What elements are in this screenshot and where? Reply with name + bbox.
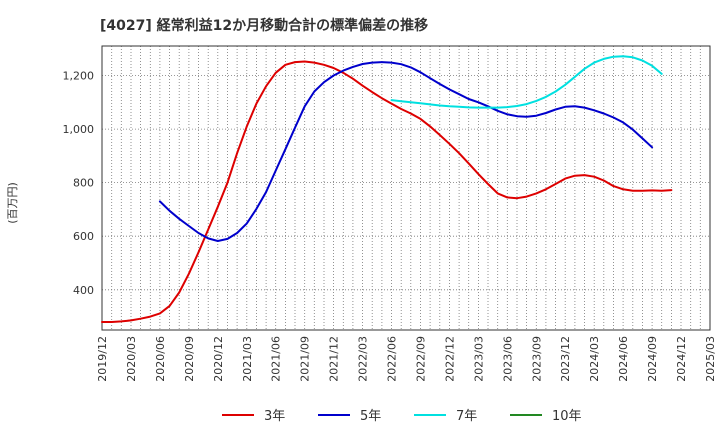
- y-tick-label: 600: [73, 230, 94, 243]
- legend: 3年 5年 7年 10年: [222, 409, 582, 424]
- x-tick-label: 2020/09: [183, 336, 196, 382]
- y-axis-label: (百万円): [6, 182, 19, 224]
- series-line-3年: [101, 60, 673, 323]
- series-line-5年: [158, 61, 654, 242]
- x-tick-label: 2022/06: [386, 336, 399, 382]
- x-tick-label: 2021/06: [270, 336, 283, 382]
- x-tick-label: 2023/12: [559, 336, 572, 382]
- x-tick-label: 2025/03: [704, 336, 717, 382]
- x-tick-label: 2020/12: [212, 336, 225, 382]
- x-tick-label: 2022/12: [443, 336, 456, 382]
- legend-label-10年: 10年: [552, 409, 582, 424]
- y-tick-label: 400: [73, 284, 94, 297]
- legend-label-7年: 7年: [456, 409, 477, 424]
- x-tick-label: 2023/03: [472, 336, 485, 382]
- chart-title: [4027] 経常利益12か月移動合計の標準偏差の推移: [100, 17, 428, 34]
- x-tick-label: 2021/12: [328, 336, 341, 382]
- legend-label-3年: 3年: [264, 409, 285, 424]
- x-tick-label: 2020/06: [154, 336, 167, 382]
- y-tick-label: 1,200: [63, 70, 95, 83]
- x-tick-label: 2022/03: [357, 336, 370, 382]
- x-tick-label: 2020/03: [125, 336, 138, 382]
- x-tick-label: 2023/09: [530, 336, 543, 382]
- x-tick-label: 2024/09: [646, 336, 659, 382]
- x-tick-label: 2022/09: [415, 336, 428, 382]
- x-tick-label: 2019/12: [96, 336, 109, 382]
- plot-frame: [101, 45, 711, 331]
- x-tick-label: 2024/06: [617, 336, 630, 382]
- x-tick-label: 2023/06: [501, 336, 514, 382]
- series-line-7年: [390, 55, 663, 109]
- x-tick-label: 2021/03: [241, 336, 254, 382]
- plot-area: 400 600 800 1,000 1,200 2019/12 2020/03 2020/06…: [63, 45, 717, 382]
- y-tick-label: 800: [73, 177, 94, 190]
- x-tick-label: 2024/12: [675, 336, 688, 382]
- legend-label-5年: 5年: [360, 409, 381, 424]
- y-tick-label: 1,000: [63, 123, 95, 136]
- x-tick-label: 2024/03: [588, 336, 601, 382]
- x-tick-label: 2021/09: [299, 336, 312, 382]
